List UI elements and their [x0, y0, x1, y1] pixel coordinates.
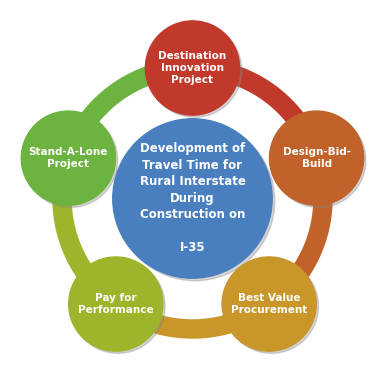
Circle shape	[222, 257, 316, 351]
Circle shape	[69, 257, 163, 351]
Circle shape	[23, 113, 118, 208]
Text: Development of
Travel Time for
Rural Interstate
During
Construction on

I-35: Development of Travel Time for Rural Int…	[139, 142, 246, 255]
Circle shape	[147, 23, 242, 117]
Circle shape	[270, 111, 364, 205]
Text: Pay for
Performance: Pay for Performance	[78, 293, 154, 315]
Circle shape	[21, 111, 116, 205]
Text: Destination
Innovation
Project: Destination Innovation Project	[158, 51, 227, 85]
Text: Best Value
Procurement: Best Value Procurement	[231, 293, 307, 315]
Circle shape	[146, 21, 239, 115]
Circle shape	[115, 121, 275, 281]
Circle shape	[272, 113, 366, 208]
Circle shape	[113, 119, 272, 278]
Circle shape	[71, 259, 165, 353]
Circle shape	[224, 259, 318, 353]
Text: Design-Bid-
Build: Design-Bid- Build	[283, 147, 351, 169]
Text: Stand-A-Lone
Project: Stand-A-Lone Project	[29, 147, 108, 169]
